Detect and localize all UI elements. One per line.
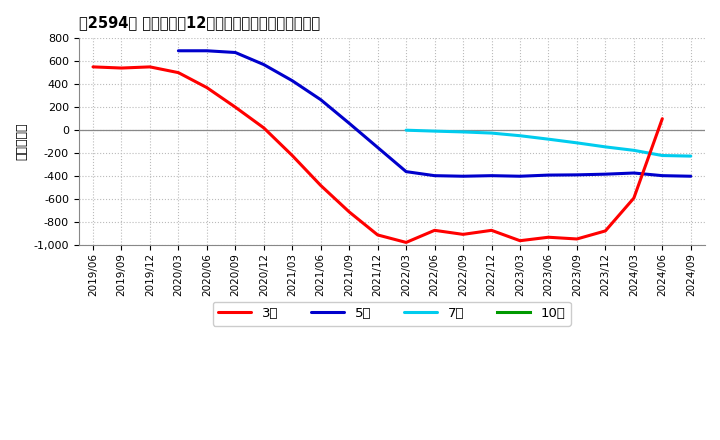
5年 xyxy=(374,145,382,150)
3年 xyxy=(487,227,496,233)
5年 xyxy=(544,172,553,178)
3年 xyxy=(174,70,183,75)
7年 xyxy=(431,128,439,134)
7年 xyxy=(629,148,638,153)
5年 xyxy=(459,174,467,179)
7年 xyxy=(516,133,524,138)
5年 xyxy=(231,50,240,55)
7年 xyxy=(544,136,553,142)
7年 xyxy=(459,129,467,135)
5年 xyxy=(686,174,695,179)
7年 xyxy=(601,144,610,150)
5年 xyxy=(658,173,667,178)
3年 xyxy=(516,238,524,243)
5年 xyxy=(516,174,524,179)
5年 xyxy=(601,172,610,177)
3年 xyxy=(402,240,410,245)
3年 xyxy=(316,183,325,188)
7年 xyxy=(572,140,581,146)
5年 xyxy=(174,48,183,53)
5年 xyxy=(288,78,297,83)
3年 xyxy=(544,235,553,240)
5年 xyxy=(572,172,581,177)
7年 xyxy=(686,154,695,159)
5年 xyxy=(487,173,496,178)
Text: ［2594］ 当期純利益12か月移動合計の平均値の推移: ［2594］ 当期純利益12か月移動合計の平均値の推移 xyxy=(78,15,320,30)
3年 xyxy=(117,66,126,71)
Y-axis label: （百万円）: （百万円） xyxy=(15,123,28,161)
Legend: 3年, 5年, 7年, 10年: 3年, 5年, 7年, 10年 xyxy=(213,302,571,326)
5年 xyxy=(316,97,325,103)
3年 xyxy=(601,228,610,234)
3年 xyxy=(629,195,638,201)
7年 xyxy=(487,130,496,136)
3年 xyxy=(572,236,581,242)
3年 xyxy=(259,125,268,131)
7年 xyxy=(658,153,667,158)
3年 xyxy=(431,227,439,233)
5年 xyxy=(402,169,410,174)
5年 xyxy=(431,173,439,178)
Line: 3年: 3年 xyxy=(93,67,662,242)
3年 xyxy=(89,64,97,70)
3年 xyxy=(288,153,297,158)
5年 xyxy=(345,121,354,126)
5年 xyxy=(259,62,268,67)
5年 xyxy=(629,170,638,176)
5年 xyxy=(202,48,211,53)
3年 xyxy=(658,116,667,121)
Line: 7年: 7年 xyxy=(406,130,690,156)
3年 xyxy=(345,209,354,215)
3年 xyxy=(145,64,154,70)
3年 xyxy=(374,232,382,238)
7年 xyxy=(402,128,410,133)
3年 xyxy=(459,232,467,237)
3年 xyxy=(202,85,211,90)
3年 xyxy=(231,105,240,110)
Line: 5年: 5年 xyxy=(179,51,690,176)
